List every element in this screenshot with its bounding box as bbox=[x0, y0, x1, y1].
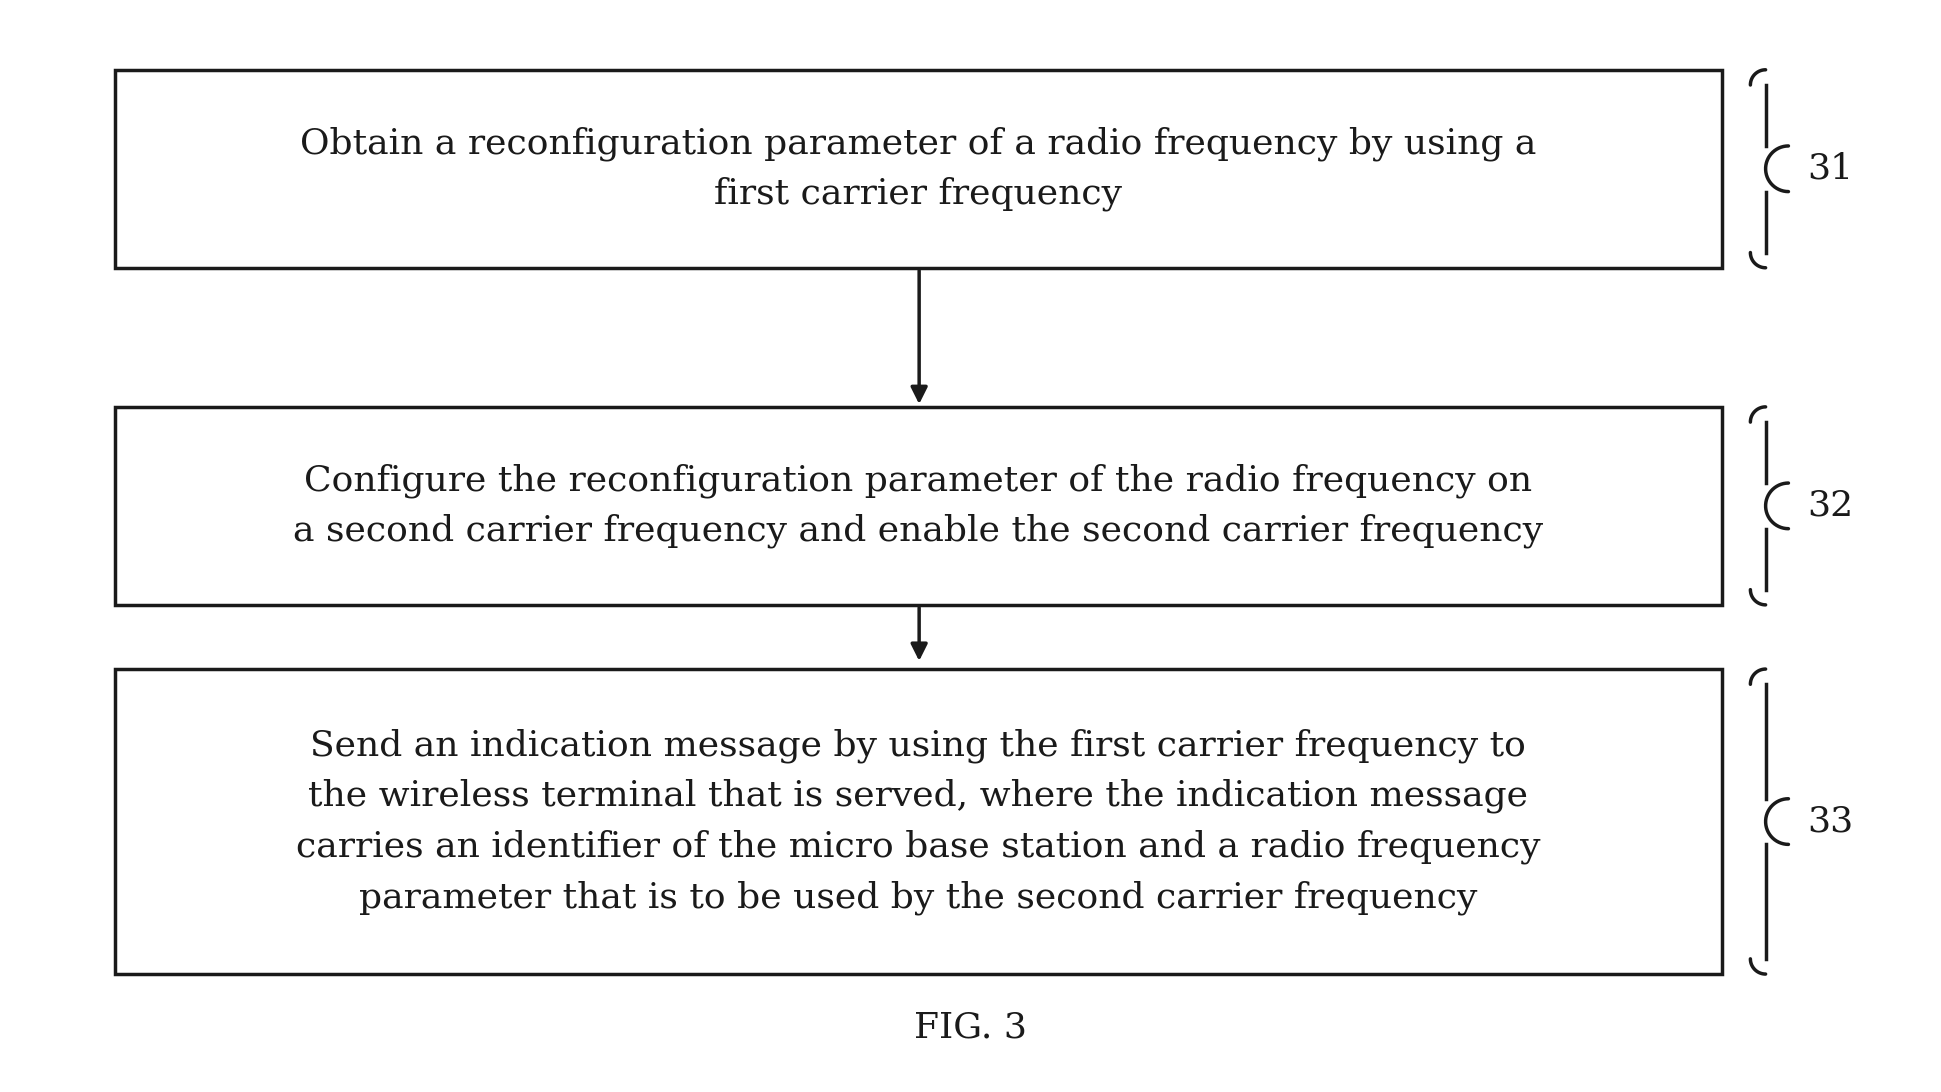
FancyBboxPatch shape bbox=[115, 70, 1722, 268]
FancyBboxPatch shape bbox=[115, 669, 1722, 974]
Text: Obtain a reconfiguration parameter of a radio frequency by using a
first carrier: Obtain a reconfiguration parameter of a … bbox=[301, 127, 1537, 212]
Text: 33: 33 bbox=[1807, 805, 1854, 839]
FancyBboxPatch shape bbox=[115, 407, 1722, 605]
Text: 31: 31 bbox=[1807, 152, 1854, 186]
Text: FIG. 3: FIG. 3 bbox=[914, 1010, 1027, 1045]
Text: Send an indication message by using the first carrier frequency to
the wireless : Send an indication message by using the … bbox=[295, 728, 1541, 915]
Text: 32: 32 bbox=[1807, 489, 1854, 523]
Text: Configure the reconfiguration parameter of the radio frequency on
a second carri: Configure the reconfiguration parameter … bbox=[293, 463, 1543, 548]
